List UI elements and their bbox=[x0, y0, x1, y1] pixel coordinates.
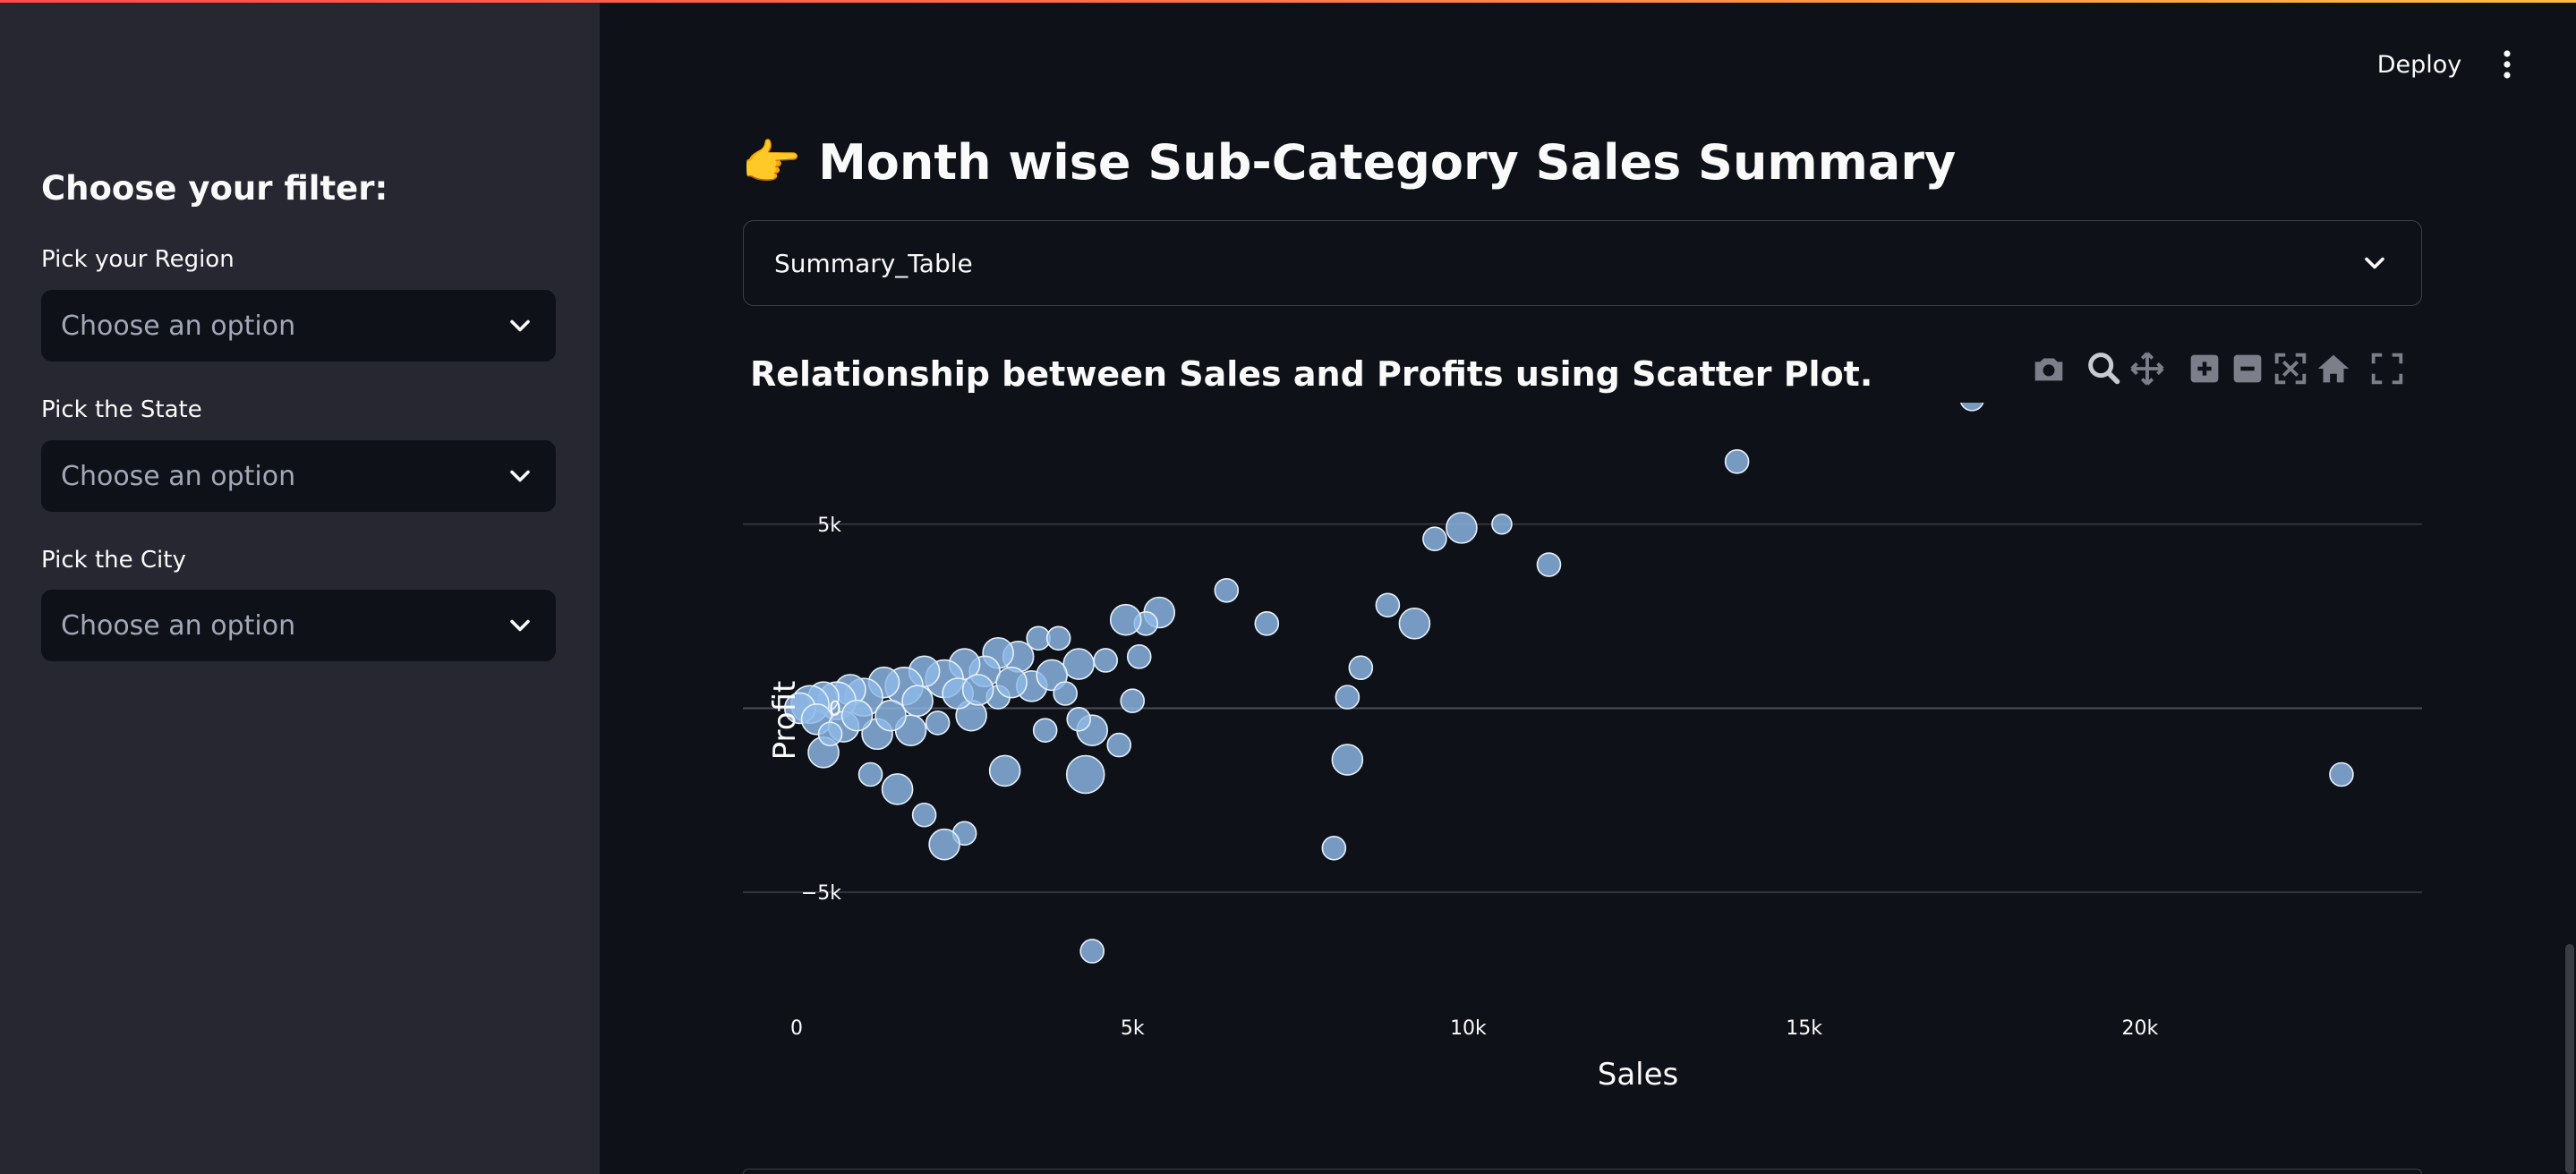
summary-table-expander[interactable]: Summary_Table bbox=[743, 220, 2422, 306]
chevron-down-icon bbox=[510, 619, 530, 632]
scatter-point[interactable] bbox=[1321, 835, 1347, 861]
scatter-point[interactable] bbox=[840, 699, 874, 732]
scatter-point[interactable] bbox=[881, 773, 914, 805]
scatter-point[interactable] bbox=[1254, 611, 1280, 636]
scatter-point[interactable] bbox=[1446, 512, 1478, 544]
scatter-point[interactable] bbox=[1062, 648, 1096, 680]
scatter-point[interactable] bbox=[928, 828, 960, 861]
scatter-point[interactable] bbox=[1331, 744, 1364, 776]
scatter-point[interactable] bbox=[2329, 761, 2354, 787]
x-tick-label: 20k bbox=[2121, 1017, 2158, 1040]
home-icon[interactable] bbox=[2313, 348, 2354, 389]
scatter-point[interactable] bbox=[1335, 685, 1361, 710]
scatter-point[interactable] bbox=[1032, 718, 1058, 743]
region-select-placeholder: Choose an option bbox=[61, 310, 296, 342]
deploy-button[interactable]: Deploy bbox=[2376, 50, 2462, 79]
scatter-point[interactable] bbox=[1120, 688, 1146, 714]
main-menu-icon[interactable] bbox=[2494, 47, 2521, 82]
y-axis-title: Profit bbox=[767, 681, 803, 761]
y-tick-label: 0 bbox=[829, 698, 841, 720]
app-top-accent-bar bbox=[0, 0, 2576, 3]
chevron-down-icon bbox=[2365, 257, 2384, 269]
scatter-point[interactable] bbox=[1536, 552, 1562, 577]
scatter-point[interactable] bbox=[1053, 681, 1078, 706]
zoom-in-icon[interactable] bbox=[2184, 348, 2225, 389]
zoom-out-icon[interactable] bbox=[2227, 348, 2268, 389]
x-tick-label: 15k bbox=[1786, 1017, 1822, 1040]
plot-gridlines bbox=[743, 523, 2422, 894]
scatter-point[interactable] bbox=[874, 699, 907, 732]
scatter-point[interactable] bbox=[961, 674, 994, 706]
scatter-point[interactable] bbox=[1093, 648, 1119, 673]
scatter-plot[interactable]: 0 5k 10k 15k 20k −5k 0 5k Sales Profit bbox=[743, 403, 2422, 1110]
scatter-point[interactable] bbox=[911, 802, 937, 828]
scatter-point[interactable] bbox=[1126, 644, 1152, 669]
page-title-text: Month wise Sub-Category Sales Summary bbox=[818, 134, 1957, 191]
sidebar-heading: Choose your filter: bbox=[41, 169, 388, 208]
state-select[interactable]: Choose an option bbox=[41, 440, 556, 512]
y-axis-ticks: −5k 0 5k bbox=[801, 515, 841, 905]
y-tick-label: 5k bbox=[817, 515, 841, 537]
scatter-point[interactable] bbox=[988, 754, 1021, 787]
pan-icon[interactable] bbox=[2127, 348, 2168, 389]
state-select-placeholder: Choose an option bbox=[61, 460, 296, 492]
city-select-placeholder: Choose an option bbox=[61, 609, 296, 642]
state-filter-label: Pick the State bbox=[41, 396, 202, 423]
scatter-point[interactable] bbox=[1065, 754, 1105, 795]
sidebar: Choose your filter: Pick your Region Cho… bbox=[0, 3, 600, 1174]
x-tick-label: 0 bbox=[790, 1017, 803, 1040]
x-tick-label: 10k bbox=[1450, 1017, 1487, 1040]
scatter-point[interactable] bbox=[1960, 403, 1984, 412]
x-axis-ticks: 0 5k 10k 15k 20k bbox=[790, 1017, 2158, 1040]
chevron-down-icon bbox=[510, 470, 530, 482]
expander-label: Summary_Table bbox=[774, 248, 973, 278]
scatter-point[interactable] bbox=[857, 761, 883, 787]
scatter-point[interactable] bbox=[1724, 449, 1750, 474]
scatter-point[interactable] bbox=[1109, 603, 1142, 636]
page-scrollbar[interactable] bbox=[2565, 944, 2574, 1174]
scatter-point[interactable] bbox=[1045, 625, 1071, 651]
autoscale-icon[interactable] bbox=[2270, 348, 2311, 389]
scatter-point[interactable] bbox=[1375, 592, 1401, 618]
scatter-point[interactable] bbox=[1066, 706, 1092, 732]
scatter-point[interactable] bbox=[901, 685, 934, 718]
chevron-down-icon bbox=[510, 319, 530, 332]
scatter-point[interactable] bbox=[817, 721, 843, 747]
scatter-point[interactable] bbox=[1398, 608, 1431, 640]
city-select[interactable]: Choose an option bbox=[41, 590, 556, 661]
next-section-edge bbox=[743, 1169, 2422, 1174]
y-tick-label: −5k bbox=[801, 882, 841, 905]
region-select[interactable]: Choose an option bbox=[41, 290, 556, 362]
scatter-point[interactable] bbox=[1079, 939, 1105, 964]
pointing-hand-icon: 👉 bbox=[741, 134, 802, 191]
fullscreen-icon[interactable] bbox=[2367, 348, 2408, 389]
zoom-icon[interactable] bbox=[2084, 348, 2125, 389]
scatter-point[interactable] bbox=[1214, 578, 1240, 603]
x-axis-title: Sales bbox=[1598, 1057, 1679, 1093]
scatter-point[interactable] bbox=[1422, 526, 1447, 552]
camera-icon[interactable] bbox=[2028, 348, 2069, 389]
scatter-point[interactable] bbox=[995, 666, 1028, 699]
page-title: 👉 Month wise Sub-Category Sales Summary bbox=[741, 134, 1956, 191]
scatter-point[interactable] bbox=[1491, 513, 1513, 535]
scatter-point[interactable] bbox=[1348, 655, 1374, 681]
scatter-point[interactable] bbox=[925, 710, 951, 736]
x-tick-label: 5k bbox=[1121, 1017, 1145, 1040]
chart-title: Relationship between Sales and Profits u… bbox=[750, 354, 1873, 394]
plot-modebar bbox=[2028, 348, 2403, 389]
scatter-point[interactable] bbox=[1106, 732, 1132, 758]
scatter-points bbox=[783, 403, 2354, 964]
region-filter-label: Pick your Region bbox=[41, 246, 235, 273]
city-filter-label: Pick the City bbox=[41, 547, 186, 574]
